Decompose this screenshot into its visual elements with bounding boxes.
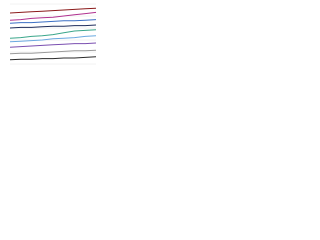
- chart: [9, 3, 97, 65]
- series-line: [9, 7, 97, 14]
- series-line: [9, 29, 97, 39]
- series-line: [9, 35, 97, 43]
- series-line: [9, 42, 97, 48]
- series-line: [9, 24, 97, 29]
- series-line: [9, 19, 97, 24]
- series-line: [9, 56, 97, 61]
- page: {"chart_data": {"type": "line", "categor…: [0, 0, 100, 71]
- series-line: [9, 49, 97, 55]
- series-line: [9, 11, 97, 21]
